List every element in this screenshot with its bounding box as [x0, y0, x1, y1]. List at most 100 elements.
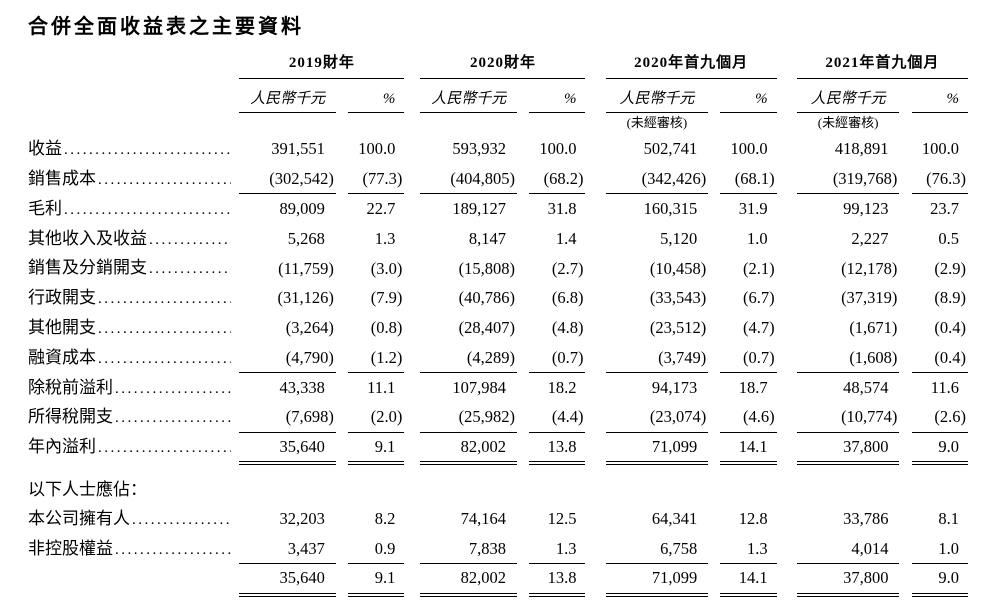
- mini-gap: [336, 313, 348, 343]
- percent-cell: 100.0: [921, 139, 959, 159]
- percent-cell: (7.9): [370, 288, 403, 308]
- row-label: 所得稅開支...................................…: [28, 402, 239, 432]
- row-label-text: 所得稅開支: [28, 407, 113, 427]
- column-gap: [404, 593, 420, 596]
- double-rule-line: [420, 593, 518, 597]
- mini-gap: [517, 343, 529, 373]
- column-gap: [777, 373, 797, 403]
- value-cell: 99,123: [843, 199, 889, 219]
- row-label-text: 收益: [28, 139, 62, 159]
- value-cell: 35,640: [239, 432, 336, 463]
- value-cell: (31,126): [277, 288, 334, 308]
- dot-leader: ........................................…: [149, 231, 231, 248]
- double-rule-line: [347, 461, 405, 466]
- column-gap: [404, 253, 420, 283]
- column-gap: [777, 343, 797, 373]
- percent-cell: 9.0: [911, 432, 968, 463]
- value-cell: 7,838: [420, 533, 518, 565]
- value-cell: 189,127: [452, 199, 507, 219]
- column-gap: [404, 112, 420, 134]
- column-gap: [585, 78, 605, 112]
- double-rule-line: [420, 461, 518, 466]
- value-cell: 391,551: [271, 139, 325, 159]
- unit-label: 人民幣千元: [796, 78, 900, 113]
- row-label-text: 其他收入及收益: [28, 228, 147, 248]
- mini-gap: [708, 112, 720, 134]
- percent-cell: (8.9): [934, 288, 966, 308]
- mini-gap: [708, 78, 720, 112]
- column-gap: [585, 432, 605, 462]
- mini-gap: [517, 313, 529, 343]
- double-rule-line: [911, 593, 968, 597]
- column-gap: [777, 564, 797, 593]
- column-gap: [404, 164, 420, 194]
- column-gap: [585, 373, 605, 403]
- value-cell: (10,774): [796, 402, 900, 433]
- mini-gap: [899, 164, 911, 194]
- mini-gap: [899, 465, 911, 504]
- mini-gap: [708, 504, 720, 534]
- column-gap: [777, 253, 797, 283]
- value-cell: (1,608): [796, 342, 900, 374]
- value-cell: 502,741: [643, 139, 698, 159]
- mini-gap: [336, 164, 348, 194]
- percent-cell: 8.1: [938, 509, 959, 529]
- percent-cell: 1.0: [911, 533, 968, 565]
- percent-cell: (4.6): [720, 402, 777, 433]
- note-gap: [529, 112, 585, 134]
- unit-label: 人民幣千元: [605, 78, 709, 113]
- mini-gap: [336, 465, 348, 504]
- column-gap: [585, 283, 605, 313]
- mini-gap: [899, 504, 911, 534]
- column-gap: [585, 593, 605, 596]
- mini-gap: [336, 253, 348, 283]
- percent-cell: 1.0: [747, 228, 768, 248]
- percent-cell: (2.9): [934, 258, 966, 278]
- row-label: 年內溢利....................................…: [28, 432, 239, 462]
- percent-label: %: [347, 78, 405, 113]
- value-cell: 94,173: [651, 377, 698, 397]
- percent-cell: [348, 465, 404, 504]
- column-gap: [404, 432, 420, 462]
- percent-cell: 14.1: [720, 432, 777, 463]
- percent-cell: (0.4): [934, 318, 966, 338]
- percent-cell: (0.7): [720, 342, 777, 374]
- mini-gap: [517, 164, 529, 194]
- percent-cell: (0.7): [529, 342, 586, 374]
- mini-gap: [517, 224, 529, 254]
- dot-leader: ........................................…: [115, 380, 231, 397]
- value-cell: (28,407): [458, 318, 516, 338]
- double-rule-line: [529, 461, 586, 466]
- mini-gap: [517, 593, 529, 596]
- mini-gap: [336, 78, 348, 112]
- value-cell: 160,315: [643, 199, 698, 219]
- value-cell: 35,640: [239, 563, 336, 594]
- value-cell: (3,749): [605, 342, 709, 374]
- column-gap: [777, 402, 797, 432]
- mini-gap: [517, 564, 529, 593]
- percent-cell: (68.2): [529, 163, 586, 195]
- column-gap: [585, 164, 605, 194]
- percent-cell: 12.8: [738, 509, 768, 529]
- value-cell: [239, 465, 336, 504]
- row-label-text: 其他開支: [28, 317, 96, 337]
- value-cell: 5,268: [287, 228, 325, 248]
- dot-leader: ........................................…: [98, 350, 232, 367]
- percent-cell: (1.2): [347, 342, 405, 374]
- mini-gap: [336, 564, 348, 593]
- note-gap: [912, 112, 969, 134]
- value-cell: (37,319): [841, 288, 898, 308]
- mini-gap: [517, 432, 529, 462]
- mini-gap: [708, 402, 720, 432]
- percent-cell: 100.0: [358, 139, 396, 159]
- column-gap: [777, 164, 797, 194]
- value-cell: 6,758: [605, 533, 709, 565]
- dot-leader: ........................................…: [64, 201, 232, 218]
- note-gap: [720, 112, 776, 134]
- unaudited-note: [420, 112, 517, 134]
- percent-label: %: [911, 78, 968, 113]
- mini-gap: [899, 313, 911, 343]
- mini-gap: [708, 134, 720, 164]
- double-rule-line: [796, 461, 900, 466]
- column-gap: [585, 465, 605, 504]
